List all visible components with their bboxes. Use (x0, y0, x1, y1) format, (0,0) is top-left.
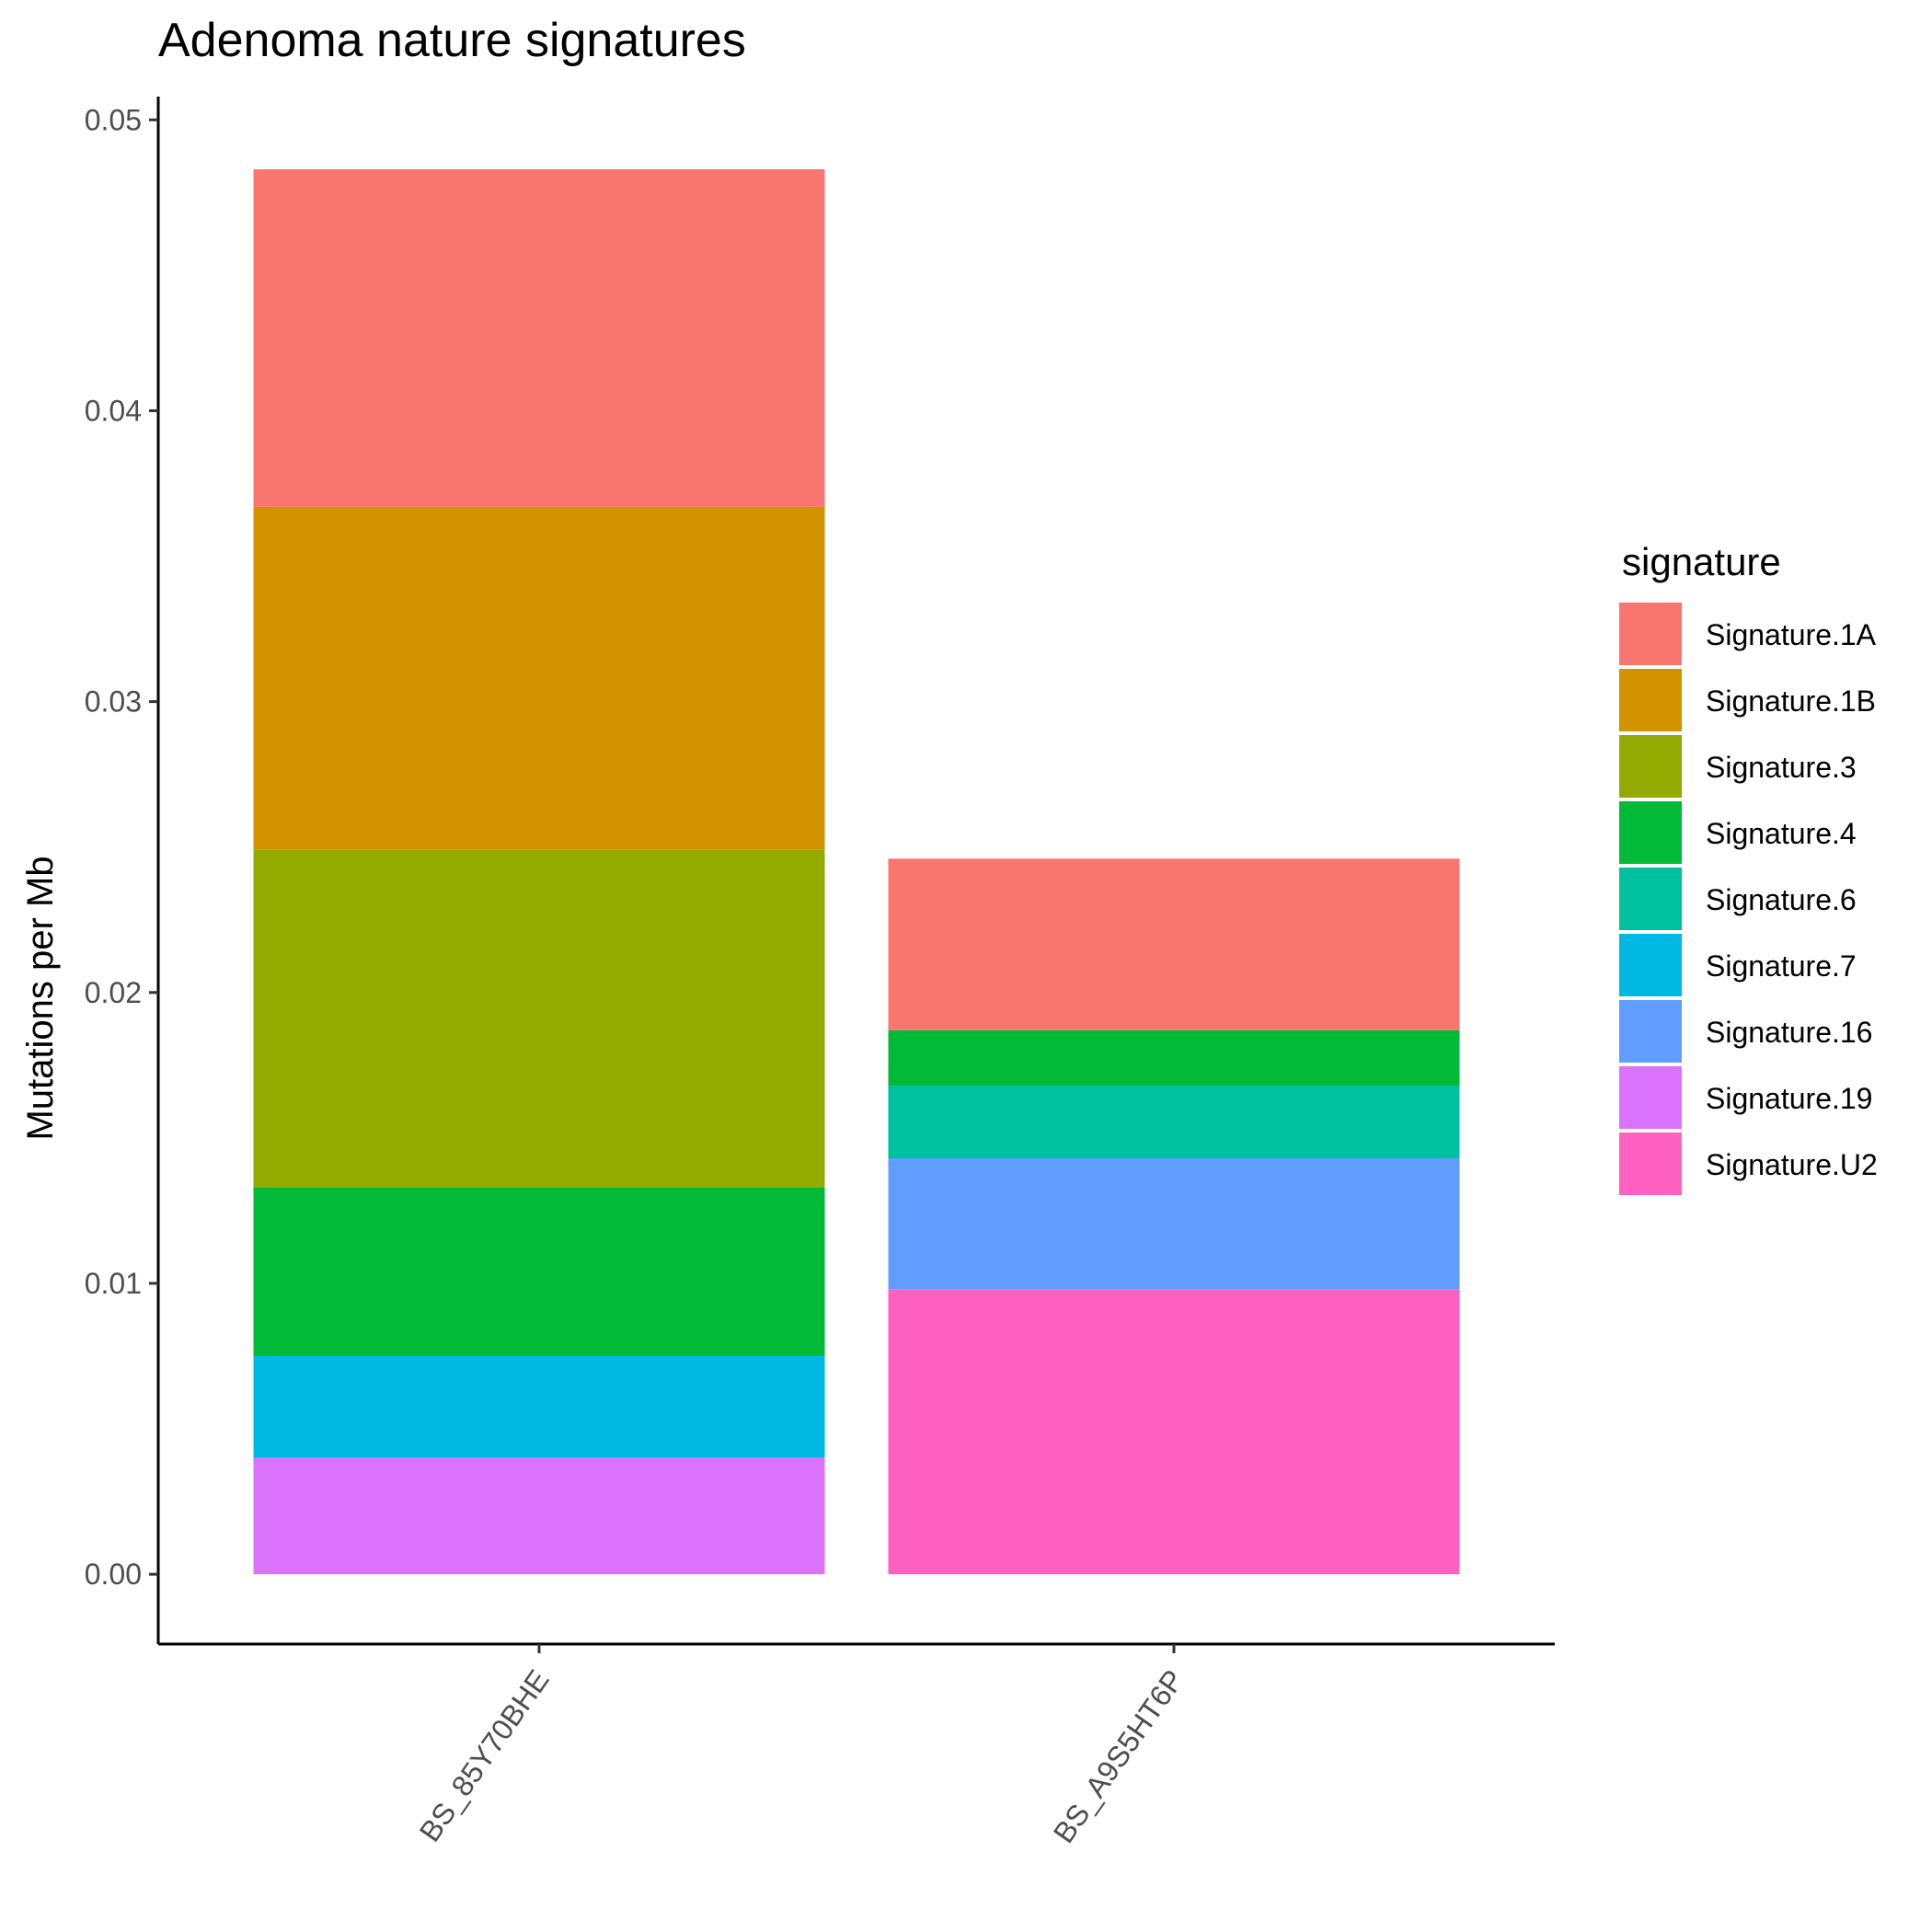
legend-title: signature (1622, 540, 1781, 583)
bar-segment-signature-16-bs_a9s5ht6p (888, 1158, 1460, 1290)
bar-segment-signature-1b-bs_85y70bhe (253, 506, 825, 850)
legend-label: Signature.6 (1706, 883, 1857, 916)
chart-title: Adenoma nature signatures (158, 14, 746, 67)
legend-key-signature-7 (1619, 934, 1682, 996)
y-axis-title: Mutations per Mb (20, 856, 61, 1140)
legend-key-signature-19 (1619, 1066, 1682, 1129)
legend-key-signature-1a (1619, 603, 1682, 665)
legend-key-signature-16 (1619, 1000, 1682, 1063)
bar-segment-signature-3-bs_85y70bhe (253, 849, 825, 1188)
legend-label: Signature.16 (1706, 1016, 1872, 1049)
bar-segment-signature-4-bs_a9s5ht6p (888, 1029, 1460, 1086)
x-tick-label: BS_85Y70BHE (413, 1663, 556, 1847)
bar-segment-signature-7-bs_85y70bhe (253, 1355, 825, 1458)
legend-key-signature-6 (1619, 868, 1682, 930)
bar-segment-signature-19-bs_85y70bhe (253, 1457, 825, 1575)
y-axis: 0.00 0.01 0.02 0.03 0.04 0.05 (85, 97, 160, 1644)
legend-key-signature-1b (1619, 669, 1682, 731)
legend-label: Signature.1A (1706, 618, 1877, 651)
y-tick-label: 0.03 (85, 685, 142, 719)
legend-key-signature-u2 (1619, 1133, 1682, 1195)
y-tick-label: 0.02 (85, 976, 142, 1009)
legend-label: Signature.19 (1706, 1082, 1872, 1115)
legend-key-signature-3 (1619, 735, 1682, 798)
x-tick-label: BS_A9S5HT6P (1047, 1663, 1190, 1848)
legend-label: Signature.3 (1706, 751, 1857, 784)
legend-label: Signature.1B (1706, 684, 1876, 718)
legend-label: Signature.7 (1706, 949, 1857, 983)
y-tick-label: 0.05 (85, 103, 142, 136)
x-axis: BS_85Y70BHE BS_A9S5HT6P (158, 1642, 1555, 1849)
legend-label: Signature.4 (1706, 817, 1857, 850)
bars (253, 169, 1460, 1575)
bar-segment-signature-u2-bs_a9s5ht6p (888, 1289, 1460, 1575)
legend-key-signature-4 (1619, 801, 1682, 864)
bar-segment-signature-1a-bs_a9s5ht6p (888, 858, 1460, 1030)
y-tick-label: 0.00 (85, 1558, 142, 1591)
legend: signature Signature.1A Signature.1B Signat… (1619, 540, 1878, 1195)
bar-segment-signature-1a-bs_85y70bhe (253, 169, 825, 507)
legend-label: Signature.U2 (1706, 1148, 1878, 1181)
bar-segment-signature-6-bs_a9s5ht6p (888, 1085, 1460, 1159)
y-tick-label: 0.04 (85, 394, 142, 427)
y-tick-label: 0.01 (85, 1267, 142, 1300)
bar-segment-signature-4-bs_85y70bhe (253, 1187, 825, 1356)
